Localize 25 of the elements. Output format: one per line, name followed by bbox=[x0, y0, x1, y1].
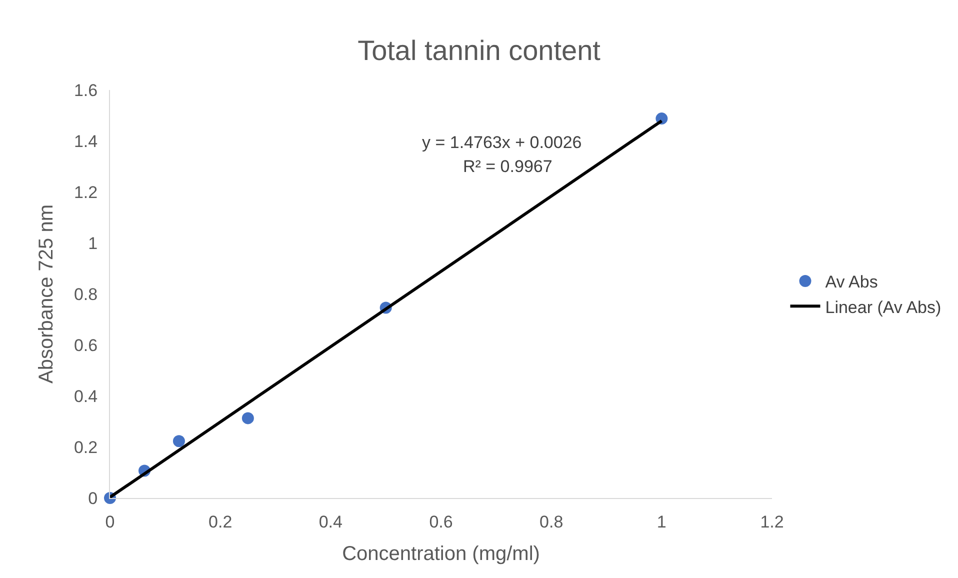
y-tick-label: 0.4 bbox=[74, 386, 98, 406]
y-tick-label: 1.6 bbox=[74, 80, 98, 100]
x-axis-title: Concentration (mg/ml) bbox=[342, 542, 540, 565]
y-tick-label: 1.2 bbox=[74, 182, 98, 202]
point bbox=[242, 412, 254, 424]
x-tick-label: 1 bbox=[656, 512, 666, 532]
x-tick-label: 0.8 bbox=[540, 512, 564, 532]
x-tick-label: 1.2 bbox=[760, 512, 784, 532]
y-tick-label: 0.2 bbox=[74, 438, 98, 457]
y-tick-label: 0.8 bbox=[74, 284, 98, 304]
y-tick-label: 1.4 bbox=[74, 132, 98, 151]
x-tick-label: 0.4 bbox=[318, 512, 342, 532]
legend-label: Av Abs bbox=[825, 272, 878, 292]
x-tick-label: 0.2 bbox=[208, 512, 232, 532]
annotation: R² = 0.9967 bbox=[463, 157, 552, 176]
point bbox=[172, 435, 185, 448]
y-axis-title: Absorbance 725 nm bbox=[35, 204, 58, 384]
y-tick-label: 0.6 bbox=[74, 336, 98, 355]
y-tick-label: 1 bbox=[88, 234, 98, 253]
legend-label: Linear (Av Abs) bbox=[825, 298, 942, 317]
x-tick-label: 0 bbox=[105, 512, 115, 532]
x-tick-label: 0.6 bbox=[429, 512, 453, 532]
annotation: y = 1.4763x + 0.0026 bbox=[422, 133, 582, 152]
y-tick-label: 0 bbox=[88, 488, 98, 508]
chart-title: Total tannin content bbox=[358, 35, 601, 66]
